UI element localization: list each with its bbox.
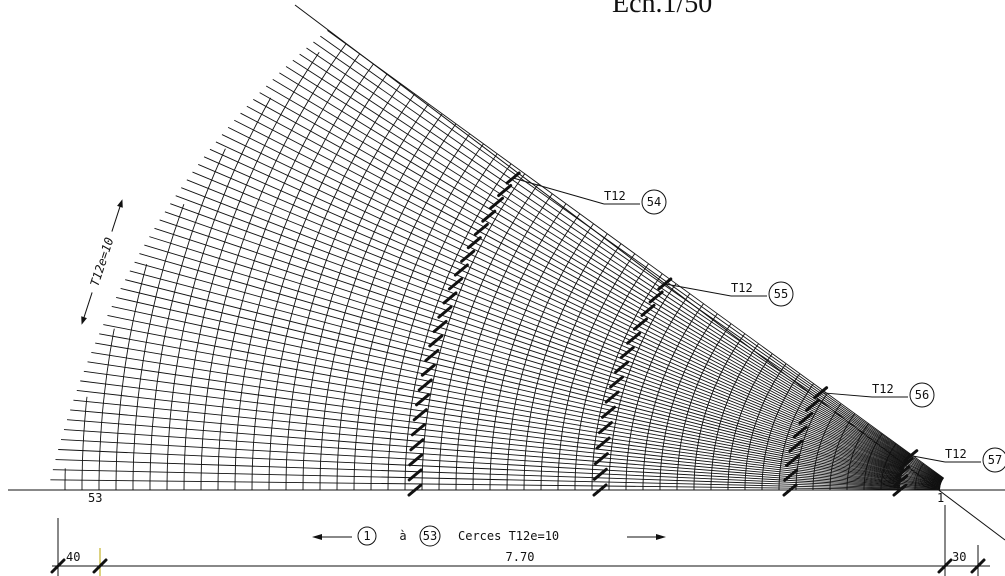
mesh bbox=[48, 30, 944, 495]
arrow-head bbox=[312, 534, 322, 540]
bar-mark: 57 bbox=[988, 453, 1002, 467]
bar-tick bbox=[468, 238, 480, 248]
callout-word: à bbox=[399, 529, 406, 543]
bar-mark: 55 bbox=[774, 287, 788, 301]
radial-bar bbox=[73, 400, 900, 484]
ring-number: 53 bbox=[88, 491, 102, 505]
radial-bar bbox=[300, 54, 944, 479]
bar-labels: T12 54 T12 55 T12 56 T12 57 bbox=[513, 178, 1005, 472]
radial-bar bbox=[210, 149, 942, 481]
bar-mark: 56 bbox=[915, 388, 929, 402]
radial-bar bbox=[154, 228, 941, 484]
hoop bbox=[99, 329, 114, 490]
dimension-text: 7.70 bbox=[506, 550, 535, 564]
radial-bar bbox=[125, 280, 940, 485]
radial-bar bbox=[216, 142, 906, 465]
edge-line bbox=[295, 5, 1005, 540]
arrow bbox=[112, 205, 121, 232]
callout-from: 1 bbox=[363, 529, 370, 543]
radial-bar bbox=[149, 237, 902, 472]
arrow-head bbox=[656, 534, 666, 540]
radial-bar bbox=[286, 67, 943, 480]
radial-bar bbox=[266, 86, 908, 460]
drawing: Ech.1/50 T12e=10 53 1 1 à 53 Cerces T12e… bbox=[0, 0, 1005, 576]
radial-bar bbox=[95, 343, 901, 480]
radial-bar bbox=[204, 157, 905, 466]
hoop bbox=[133, 204, 184, 490]
bar-tick bbox=[419, 380, 431, 390]
arrow-head bbox=[117, 198, 125, 207]
radial-bar bbox=[99, 334, 940, 487]
bar-tick bbox=[616, 362, 628, 372]
callout-text: Cerces T12e=10 bbox=[458, 529, 559, 543]
arrow-head bbox=[79, 316, 87, 325]
bar-tick bbox=[422, 365, 434, 375]
radial-bar bbox=[222, 135, 942, 482]
arrow bbox=[83, 292, 92, 319]
radial-bar bbox=[313, 42, 943, 479]
bar-name: T12 bbox=[731, 281, 753, 295]
bar-name: T12 bbox=[604, 189, 626, 203]
leader bbox=[665, 284, 731, 296]
scale-title: Ech.1/50 bbox=[612, 0, 712, 19]
bar-mark: 54 bbox=[647, 195, 661, 209]
dimension-text: 30 bbox=[952, 550, 966, 564]
radial-bar bbox=[260, 93, 943, 481]
callout-to: 53 bbox=[423, 529, 437, 543]
bar-name: T12 bbox=[945, 447, 967, 461]
bar-tick bbox=[444, 293, 456, 303]
radial-bar bbox=[144, 245, 941, 484]
radial-bar bbox=[135, 262, 941, 484]
ring-number: 1 bbox=[937, 491, 944, 505]
dimension-text: 40 bbox=[66, 550, 80, 564]
bar-tick bbox=[414, 410, 426, 420]
radial-bar bbox=[181, 188, 904, 469]
bar-tick bbox=[599, 423, 611, 433]
spacing-annotation: T12e=10 bbox=[75, 197, 129, 327]
bar-tick bbox=[455, 265, 467, 275]
bar-tick bbox=[621, 348, 633, 358]
radial-bar bbox=[228, 127, 906, 463]
radial-bar bbox=[55, 460, 900, 488]
spacing-label: T12e=10 bbox=[88, 236, 117, 288]
bar-name: T12 bbox=[872, 382, 894, 396]
radial-bar bbox=[279, 73, 908, 459]
